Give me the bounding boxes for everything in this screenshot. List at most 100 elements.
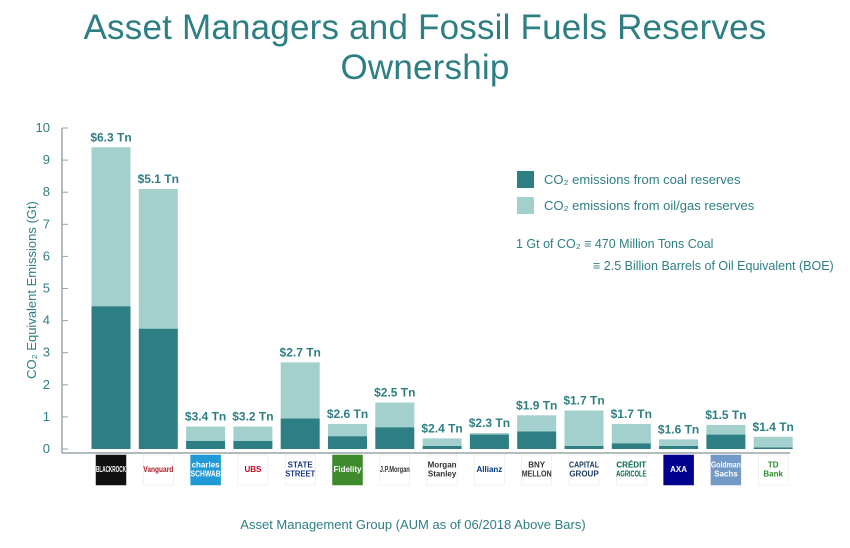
aum-label: $1.6 Tn <box>658 422 699 436</box>
logo-text: Bank <box>763 470 783 479</box>
logo-text: Morgan <box>428 461 457 470</box>
logo-text: AXA <box>670 465 687 474</box>
bars-layer <box>91 147 793 449</box>
logo-text: Sachs <box>714 470 738 479</box>
bar-oilgas <box>186 426 226 441</box>
y-tick-label: 4 <box>43 313 50 328</box>
logo-text: UBS <box>244 465 262 474</box>
bar-coal <box>138 328 178 449</box>
logo-text: Allianz <box>477 465 503 474</box>
y-tick-label: 5 <box>43 281 50 296</box>
bar-coal <box>280 418 320 449</box>
logo-text: BLACKROCK <box>96 465 126 474</box>
logo-box <box>663 454 694 486</box>
y-axis-title: CO₂ Equivalent Emissions (Gt) <box>24 201 39 379</box>
logo-text: Fidelity <box>333 465 362 474</box>
logo-text: TD <box>768 461 779 470</box>
y-tick-label: 3 <box>43 345 50 360</box>
manager-logo: BLACKROCK <box>95 454 127 486</box>
bar-coal <box>611 443 651 449</box>
logo-text: Vanguard <box>143 465 173 474</box>
bar-coal <box>375 427 415 449</box>
bar-coal <box>517 431 557 449</box>
labels-layer: $6.3 Tn $5.1 Tn $3.4 Tn $3.2 Tn $2.7 Tn $2.6 … <box>90 130 794 436</box>
aum-label: $5.1 Tn <box>138 172 179 186</box>
bar-oilgas <box>659 439 699 446</box>
logo-text: CAPITAL <box>569 461 599 470</box>
manager-logo: AXA <box>663 454 694 486</box>
aum-label: $3.2 Tn <box>232 410 273 424</box>
aum-label: $1.7 Tn <box>611 407 652 421</box>
aum-label: $3.4 Tn <box>185 410 226 424</box>
logo-box <box>284 454 316 486</box>
bar-oilgas <box>422 438 462 446</box>
logo-box <box>474 454 505 486</box>
logo-box <box>379 454 411 486</box>
bar-oilgas <box>233 426 273 441</box>
bar-oilgas <box>469 432 509 435</box>
aum-label: $1.5 Tn <box>705 408 746 422</box>
bar-coal <box>91 306 131 449</box>
page-title: Asset Managers and Fossil Fuels Reserves… <box>83 8 767 87</box>
aum-label: $2.6 Tn <box>327 407 368 421</box>
aum-label: $1.4 Tn <box>753 420 794 434</box>
aum-label: $1.9 Tn <box>516 398 557 412</box>
logo-text: Stanley <box>428 470 457 479</box>
legend: CO₂ emissions from coal reserves CO₂ emi… <box>517 171 755 214</box>
logo-box <box>190 454 221 486</box>
bar-oilgas <box>280 362 320 419</box>
legend-swatch-coal <box>517 171 534 188</box>
aum-label: $2.5 Tn <box>374 385 415 399</box>
legend-label-coal: CO₂ emissions from coal reserves <box>544 172 741 187</box>
y-tick-label: 10 <box>36 120 50 135</box>
legend-label-oilgas: CO₂ emissions from oil/gas reserves <box>544 198 755 213</box>
logo-box <box>710 454 742 486</box>
aum-label: $2.3 Tn <box>469 416 510 430</box>
logo-text: GROUP <box>569 470 599 479</box>
bar-oilgas <box>564 410 604 446</box>
bar-coal <box>422 445 462 449</box>
logo-box <box>332 454 363 486</box>
axis-layer: 0 1 2 3 4 5 6 7 8 9 10 <box>36 120 790 456</box>
bar-coal <box>753 447 793 449</box>
logo-text: SCHWAB <box>191 470 221 479</box>
bar-oilgas <box>91 147 131 307</box>
manager-logo: Allianz <box>474 454 505 486</box>
conversion-note: 1 Gt of CO₂ ≡ 470 Million Tons Coal ≡ 2.… <box>516 237 834 273</box>
x-axis-title: Asset Management Group (AUM as of 06/201… <box>240 517 585 532</box>
manager-logo: Fidelity <box>332 454 363 486</box>
logo-text: CRÉDIT <box>616 461 646 470</box>
bar-oilgas <box>753 436 793 448</box>
logo-text: MELLON <box>522 470 552 479</box>
y-tick-label: 2 <box>43 377 50 392</box>
bar-oilgas <box>138 188 178 329</box>
bar-coal <box>659 445 699 449</box>
bar-coal <box>469 434 509 449</box>
bar-coal <box>186 440 226 449</box>
logo-box <box>568 454 600 486</box>
logo-box <box>237 454 269 486</box>
logo-box <box>616 454 647 486</box>
logo-text: AGRICOLE <box>616 470 646 479</box>
logo-text: charles <box>192 461 221 470</box>
aum-label: $1.7 Tn <box>563 393 604 407</box>
logo-text: J.P.Morgan <box>380 465 410 474</box>
legend-swatch-oilgas <box>517 197 534 214</box>
logo-box <box>143 454 174 486</box>
logo-box <box>426 454 458 486</box>
aum-label: $6.3 Tn <box>90 130 131 144</box>
bar-coal <box>328 436 367 449</box>
bar-coal <box>564 445 604 449</box>
bar-oilgas <box>375 402 415 428</box>
bar-oilgas <box>517 415 557 432</box>
logo-text: BNY <box>528 461 546 470</box>
bar-coal <box>706 434 746 449</box>
